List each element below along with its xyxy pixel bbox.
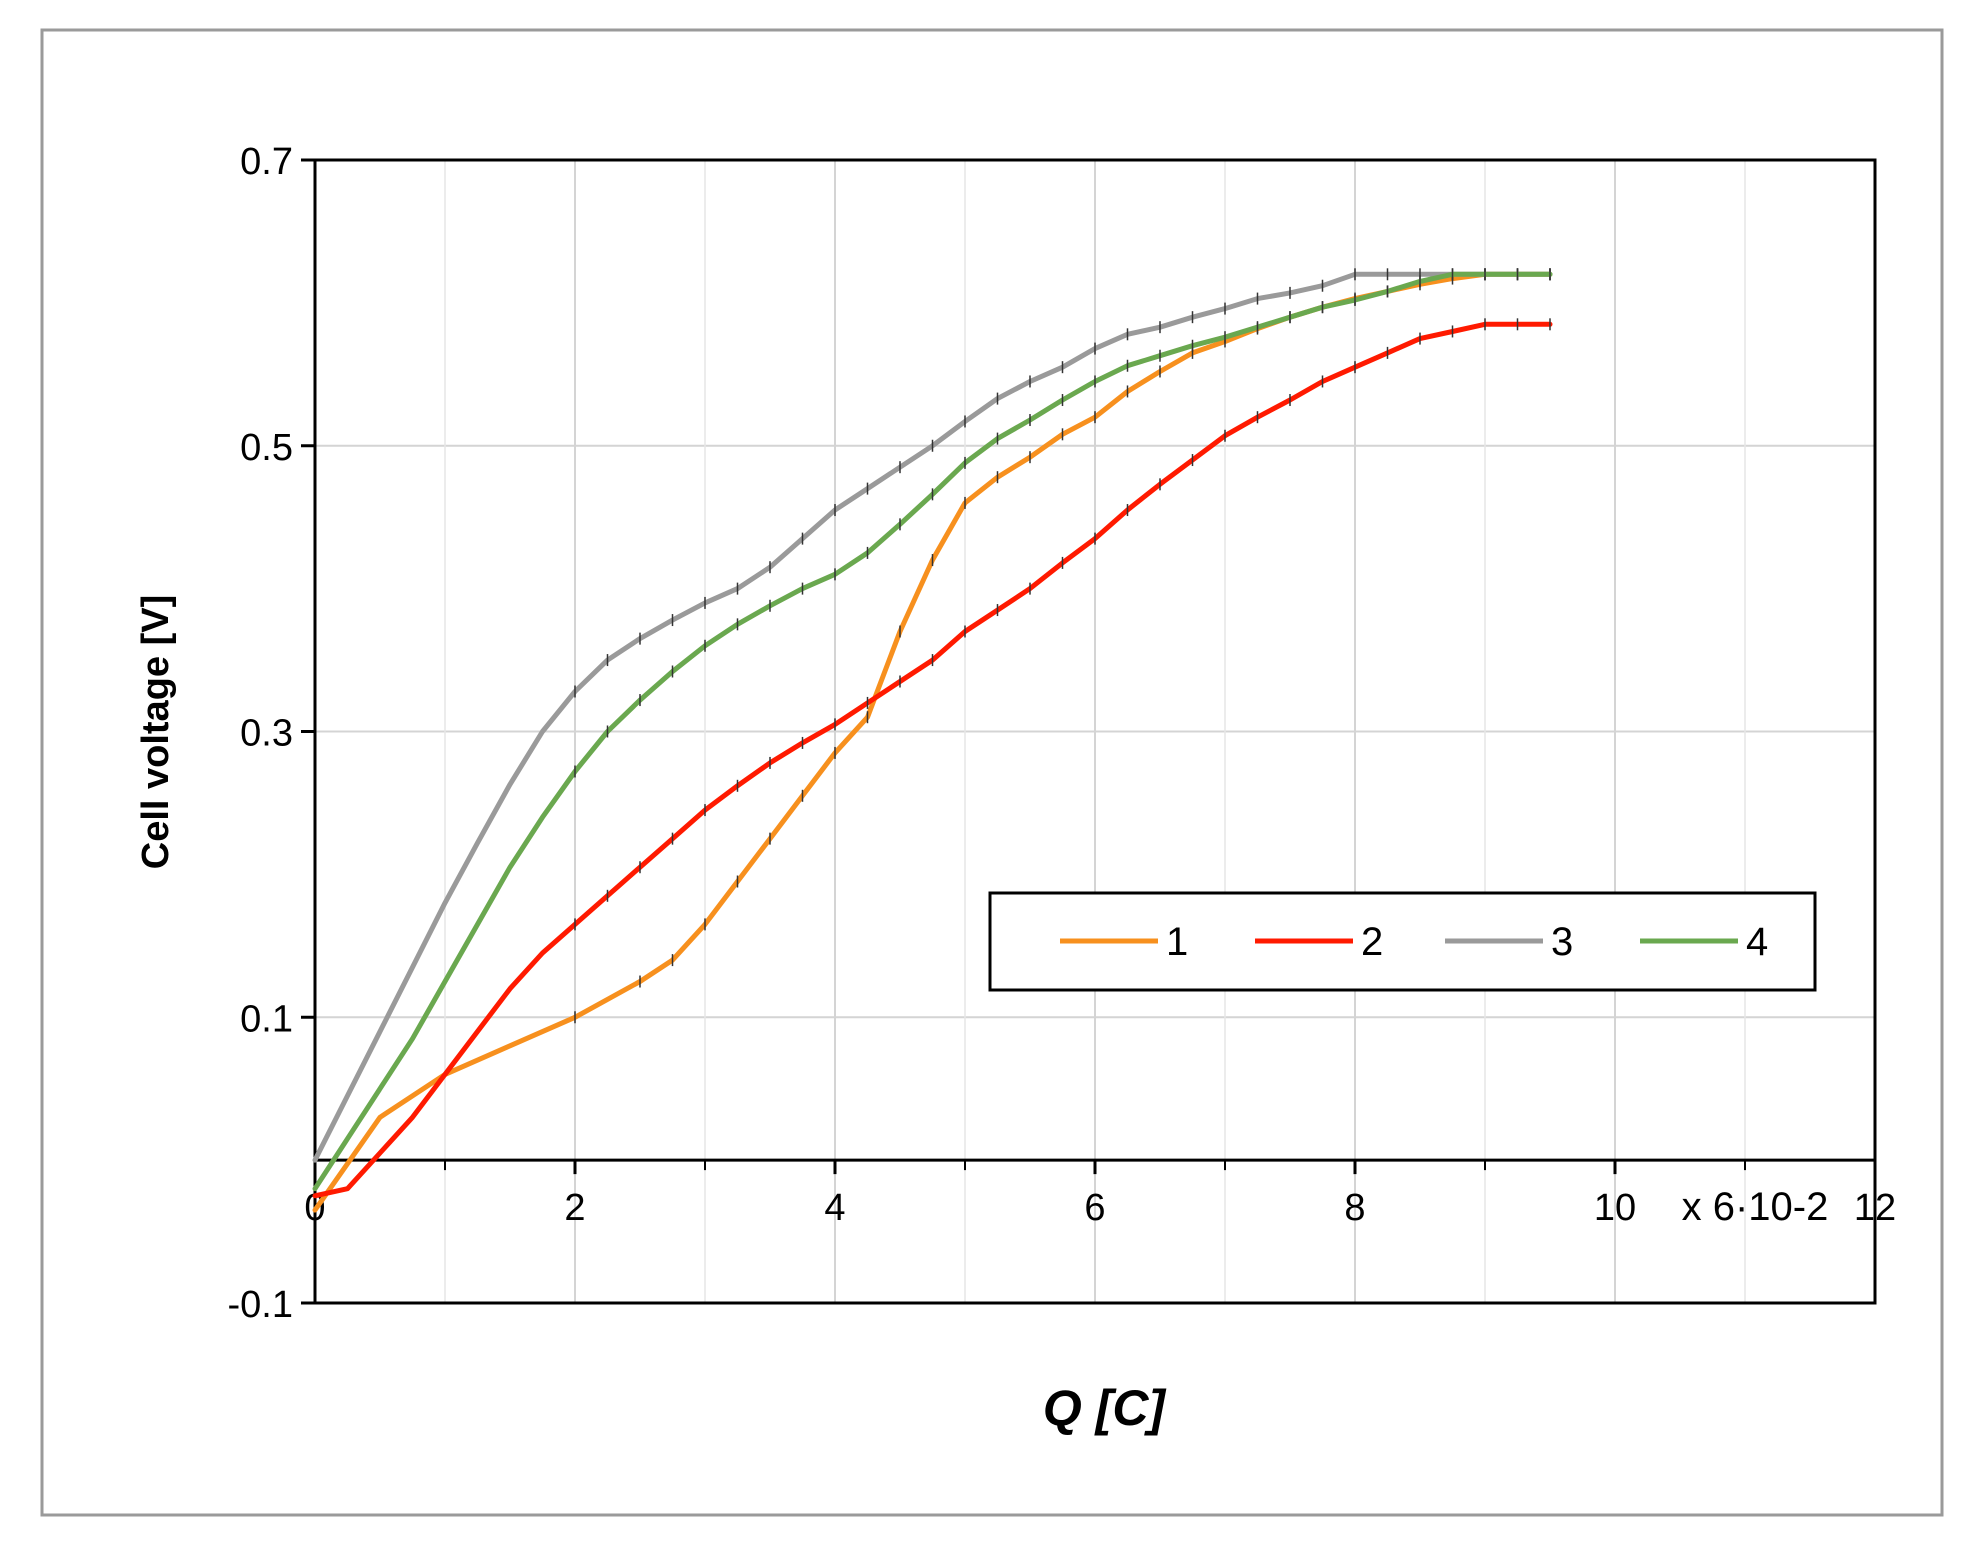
legend-label: 3 [1551,920,1573,964]
x-tick-label: 6 [1084,1187,1105,1229]
y-tick-label: 0.1 [240,998,293,1040]
x-axis-ticks: 0 2 4 6 8 10 12 [304,1160,1896,1229]
y-axis-label: Cell voltage [V] [135,595,177,870]
y-tick-label: 0.5 [240,427,293,469]
series-4 [312,268,1553,1192]
legend-label: 4 [1746,920,1768,964]
x-axis-label: Q [C] [1043,1380,1168,1436]
x-tick-label: 10 [1594,1187,1636,1229]
figure-border [40,28,1944,1517]
x-tick-label: 4 [824,1187,845,1229]
x-multiplier-label: x 6·10-2 [1682,1185,1829,1229]
legend: 1 2 3 4 [988,891,1817,992]
y-tick-label: -0.1 [228,1284,293,1326]
x-tick-label: 12 [1854,1187,1896,1229]
x-tick-label: 2 [564,1187,585,1229]
legend-label: 2 [1361,920,1383,964]
legend-label: 1 [1166,920,1188,964]
x-tick-label: 8 [1344,1187,1365,1229]
series-lines [312,268,1553,1213]
series-3 [312,268,1553,1163]
y-axis-ticks: -0.1 0.1 0.3 0.5 0.7 [228,141,315,1326]
y-tick-label: 0.3 [240,713,293,755]
series-2 [312,318,1553,1199]
y-tick-label: 0.7 [240,141,293,183]
